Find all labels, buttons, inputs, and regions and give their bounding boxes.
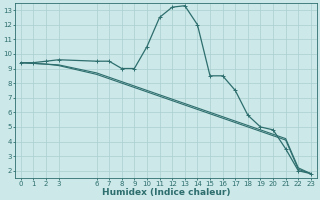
X-axis label: Humidex (Indice chaleur): Humidex (Indice chaleur) bbox=[102, 188, 230, 197]
